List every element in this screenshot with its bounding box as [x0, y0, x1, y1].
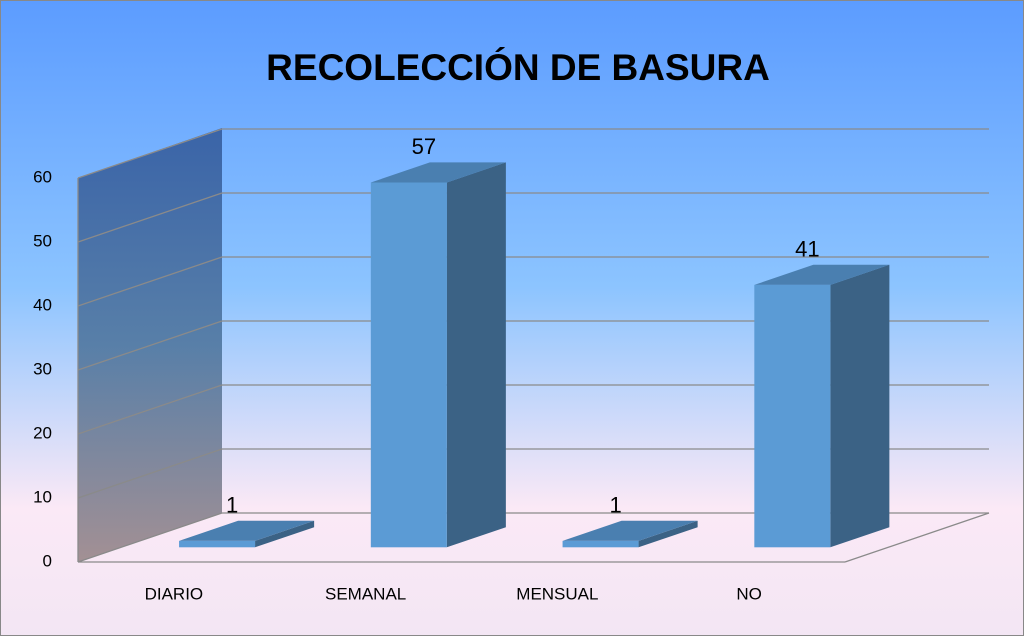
x-tick-label: SEMANAL — [325, 584, 406, 603]
bar-side — [830, 264, 890, 548]
bar-top — [754, 264, 890, 285]
x-tick-label: NO — [736, 584, 762, 603]
grid-line — [77, 256, 223, 307]
grid-line — [77, 128, 223, 179]
y-tick-label: 60 — [33, 167, 52, 186]
y-tick-label: 20 — [33, 423, 52, 442]
bar — [562, 540, 639, 548]
bar-top — [370, 162, 506, 183]
grid-line — [77, 320, 223, 371]
x-tick-label: MENSUAL — [516, 584, 598, 603]
grid-line — [77, 448, 223, 499]
bar — [754, 284, 831, 548]
bar — [179, 540, 256, 548]
y-tick-label: 10 — [33, 487, 52, 506]
bar-side — [446, 162, 506, 548]
bar — [370, 182, 447, 548]
y-tick-label: 40 — [33, 295, 52, 314]
x-tick-label: DIARIO — [145, 584, 204, 603]
bar-top — [562, 520, 698, 541]
bar-side — [255, 520, 315, 548]
y-tick-label: 50 — [33, 231, 52, 250]
bar-side — [638, 520, 698, 548]
chart-title: RECOLECCIÓN DE BASURA — [266, 46, 770, 88]
grid-line — [77, 192, 223, 243]
data-label: 41 — [795, 237, 819, 262]
floor-line — [844, 512, 990, 563]
data-label: 1 — [226, 493, 238, 518]
y-tick-label: 30 — [33, 359, 52, 378]
grid-line — [77, 384, 223, 435]
data-label: 57 — [412, 134, 436, 159]
grid-line — [77, 512, 223, 563]
bar-top — [179, 520, 315, 541]
data-label: 1 — [609, 493, 621, 518]
y-tick-label: 0 — [43, 551, 52, 570]
